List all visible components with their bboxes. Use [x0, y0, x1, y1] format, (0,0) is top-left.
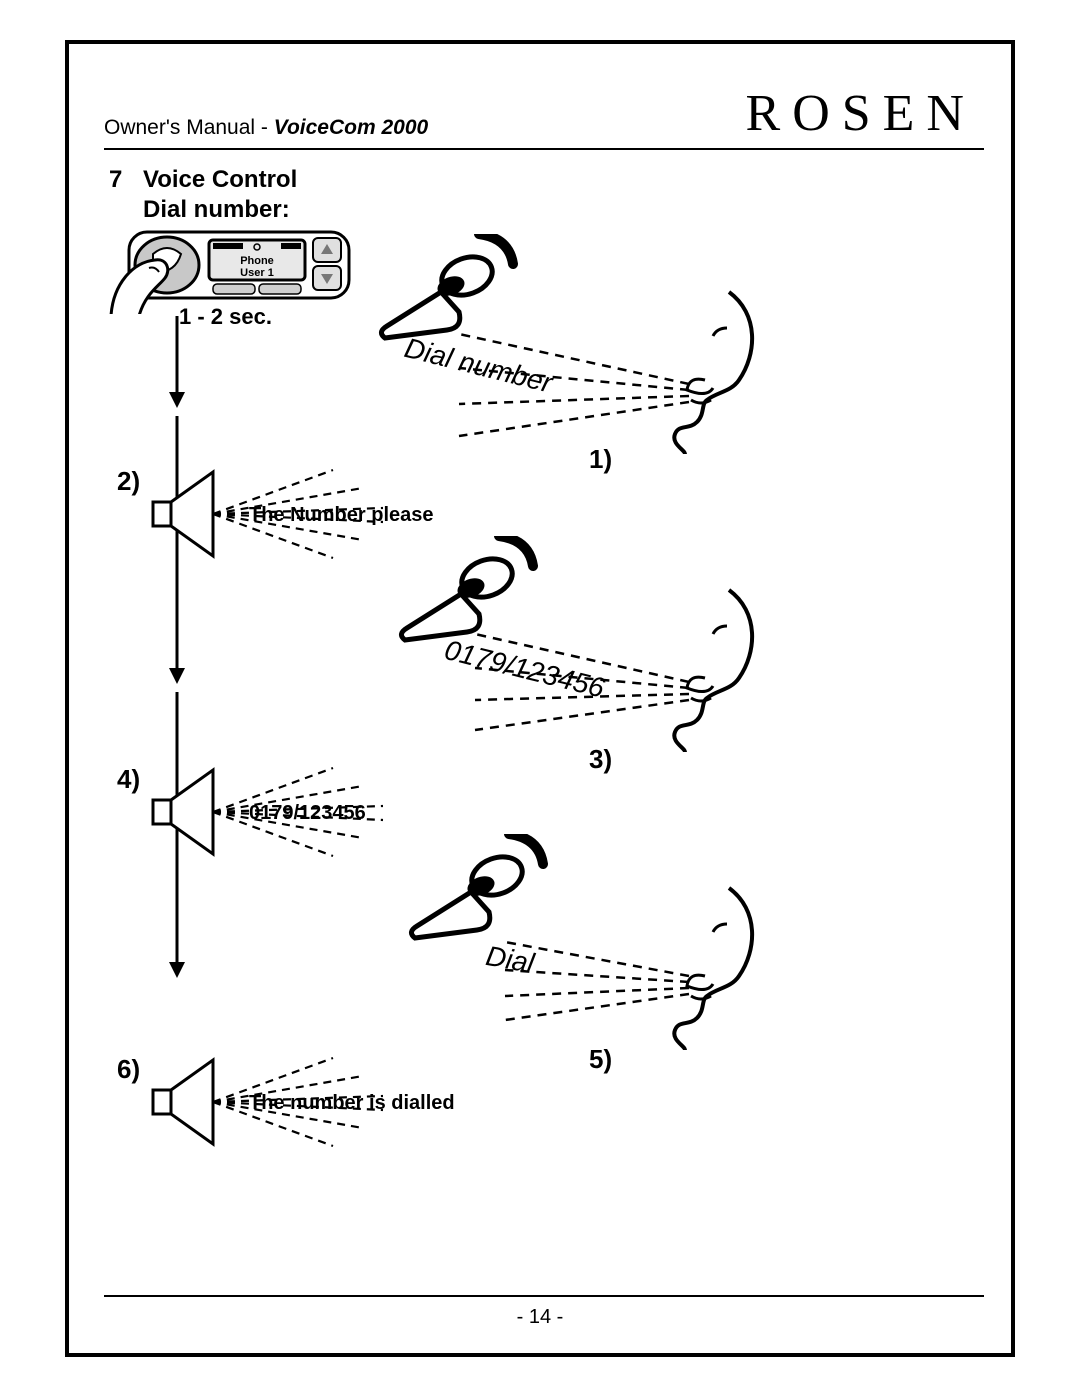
microphone-icon — [389, 834, 559, 944]
page-number: - 14 - — [69, 1306, 1011, 1329]
prompt-text: The number is dialled — [249, 1092, 455, 1115]
footer-rule — [104, 1295, 984, 1297]
step-number: 4) — [117, 764, 140, 795]
step-number: 5) — [589, 1044, 612, 1075]
step-number: 6) — [117, 1054, 140, 1085]
step-number: 3) — [589, 744, 612, 775]
prompt-text: The Number please — [249, 504, 434, 527]
step-number: 1) — [589, 444, 612, 475]
prompt-text: 0179/123456 — [249, 802, 366, 825]
step-number: 2) — [117, 466, 140, 497]
